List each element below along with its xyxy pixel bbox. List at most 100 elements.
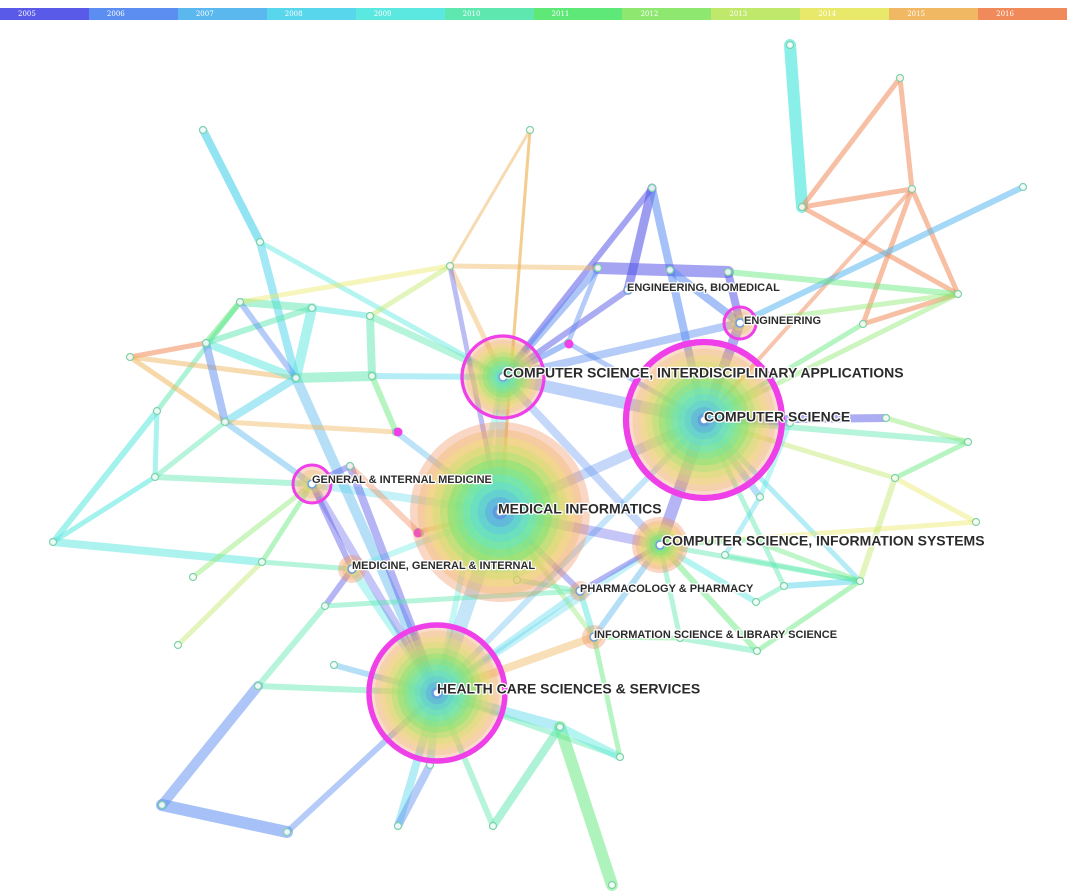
network-edge [565, 265, 601, 346]
timeline-year: 2009 [373, 10, 392, 18]
network-edge [500, 287, 631, 380]
network-edge [434, 690, 496, 829]
minor-node [257, 557, 267, 567]
minor-node-central [393, 427, 403, 437]
network-edge [203, 299, 243, 346]
centrality-ring [460, 334, 546, 420]
minor-node [647, 183, 657, 193]
network-edge [156, 799, 293, 838]
minor-node [150, 472, 160, 482]
minor-node [445, 261, 455, 271]
network-edge [309, 305, 373, 319]
minor-node [555, 722, 565, 732]
minor-node [525, 125, 535, 135]
network-edge [348, 565, 441, 697]
network-edge [157, 681, 263, 810]
network-edge [394, 761, 434, 830]
minor-node [253, 681, 263, 691]
minor-node [907, 184, 917, 194]
network-edge [308, 480, 441, 697]
network-edge [701, 321, 866, 423]
node-cs-interdisciplinary [460, 334, 546, 420]
network-edge [883, 415, 971, 445]
network-edge [222, 419, 399, 435]
network-edge [677, 635, 760, 654]
network-edge [909, 186, 961, 297]
network-edge [498, 128, 532, 514]
network-edge [447, 263, 503, 515]
node-computer-science [622, 338, 786, 502]
network-edge [495, 507, 665, 550]
node-label: GENERAL & INTERNAL MEDICINE [312, 474, 492, 486]
minor-node [201, 338, 211, 348]
timeline-slice: 2011 [533, 8, 623, 20]
network-edge [701, 417, 971, 445]
network-edge [366, 312, 507, 381]
timeline-bar: 2005 2006 2007 2008 2009 2010 2011 2012 … [0, 8, 1067, 20]
network-edge [448, 128, 532, 268]
timeline-slice: 2006 [88, 8, 178, 20]
network-edge [50, 408, 160, 545]
network-edge [127, 354, 228, 425]
timeline-year: 2016 [996, 10, 1014, 18]
minor-node [173, 640, 183, 650]
network-edge [701, 417, 793, 426]
minor-node [48, 537, 58, 547]
timeline-year: 2014 [818, 10, 837, 18]
network-edge [784, 39, 808, 213]
network-edge [433, 633, 598, 697]
network-edge [49, 538, 266, 566]
timeline-year: 2013 [729, 10, 748, 18]
network-edge [554, 721, 618, 891]
network-edge [860, 186, 915, 327]
minor-node [291, 373, 301, 383]
network-edge [447, 263, 601, 271]
timeline-year: 2011 [551, 10, 570, 18]
timeline-slice: 2015 [889, 8, 979, 20]
minor-node [751, 597, 761, 607]
minor-node [755, 492, 765, 502]
node-medical-informatics [410, 422, 590, 602]
node-label: PHARMACOLOGY & PHARMACY [580, 583, 754, 595]
network-edge [701, 417, 863, 584]
network-edge [657, 542, 759, 605]
network-edge [426, 689, 441, 769]
minor-node [785, 418, 795, 428]
timeline-slice: 2008 [266, 8, 356, 20]
node-core [699, 415, 709, 425]
minor-node [607, 880, 617, 890]
network-edge [221, 374, 300, 426]
network-edge [237, 263, 453, 305]
timeline-slice: 2009 [355, 8, 445, 20]
minor-node [971, 517, 981, 527]
network-edge [434, 374, 506, 696]
node-label: MEDICAL INFORMATICS [498, 501, 662, 517]
minor-node [235, 297, 245, 307]
network-edge [577, 542, 663, 594]
network-edge [291, 373, 442, 698]
minor-node [307, 303, 317, 313]
node-engineering-biomedical [623, 285, 633, 295]
node-information-science-library [582, 625, 606, 649]
network-edge [434, 417, 707, 696]
network-edge [349, 509, 503, 572]
network-edge [152, 419, 228, 480]
minor-node [953, 289, 963, 299]
timeline-slice: 2016 [978, 8, 1067, 20]
label-layer: MEDICAL INFORMATICS COMPUTER SCIENCE HEALT… [311, 281, 986, 698]
network-edge [347, 463, 421, 535]
major-node-layer [291, 285, 786, 764]
minor-node-central [564, 339, 574, 349]
minor-node [125, 352, 135, 362]
node-label: COMPUTER SCIENCE, INFORMATION SYSTEMS [662, 533, 985, 549]
minor-node [393, 821, 403, 831]
timeline-slice: 2005 [0, 8, 89, 20]
network-edge [497, 371, 710, 426]
network-edge [259, 481, 315, 565]
node-label: ENGINEERING, BIOMEDICAL [627, 282, 780, 294]
centrality-ring [291, 463, 333, 505]
minor-node [367, 371, 377, 381]
network-edge [202, 339, 300, 382]
minor-node-layer [48, 40, 1028, 890]
